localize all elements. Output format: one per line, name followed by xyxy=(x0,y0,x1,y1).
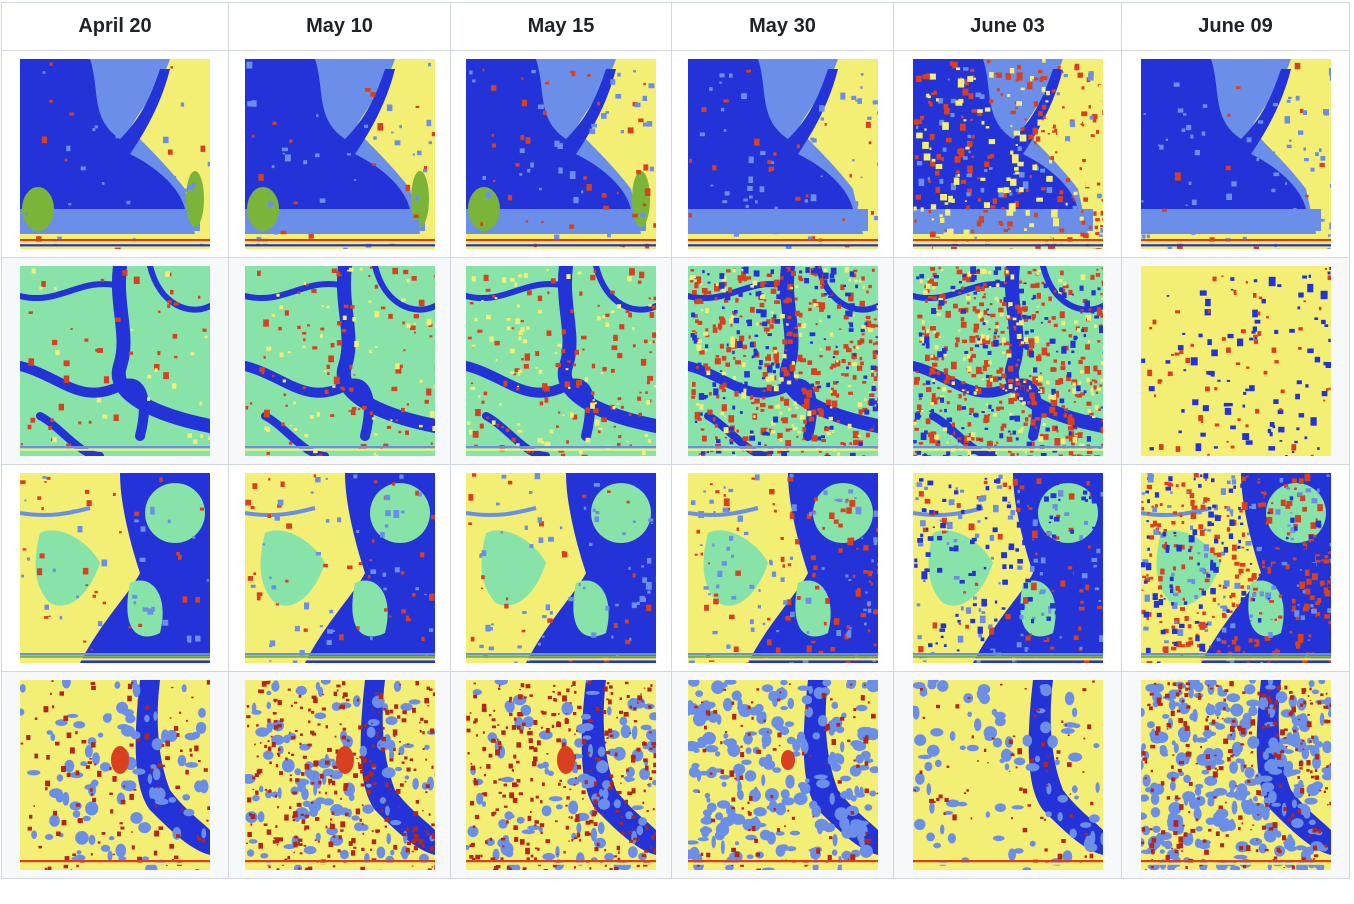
table-cell-estuary-bay-may-30 xyxy=(671,50,894,258)
classification-map-mangrove-channels-april-20 xyxy=(20,266,210,456)
classification-map-estuary-bay-june-09 xyxy=(1140,59,1331,249)
grid-body xyxy=(1,50,1350,879)
classification-map-island-river-june-09 xyxy=(1140,473,1331,663)
table-cell-mangrove-channels-june-09 xyxy=(1121,257,1350,465)
table-cell-estuary-bay-june-03 xyxy=(893,50,1122,258)
classification-map-river-floodplain-may-10 xyxy=(244,680,435,870)
classification-map-island-river-may-15 xyxy=(466,473,656,663)
classification-map-estuary-bay-june-03 xyxy=(912,59,1103,249)
table-cell-river-floodplain-june-09 xyxy=(1121,671,1350,879)
table-cell-island-river-april-20 xyxy=(1,464,229,672)
table-cell-river-floodplain-may-10 xyxy=(228,671,451,879)
classification-map-mangrove-channels-may-30 xyxy=(687,266,878,456)
table-cell-mangrove-channels-april-20 xyxy=(1,257,229,465)
classification-map-river-floodplain-june-09 xyxy=(1140,680,1331,870)
table-row xyxy=(1,257,1350,465)
table-cell-island-river-may-15 xyxy=(450,464,672,672)
table-cell-mangrove-channels-may-15 xyxy=(450,257,672,465)
table-row xyxy=(1,671,1350,879)
classification-map-island-river-april-20 xyxy=(20,473,210,663)
classification-map-river-floodplain-june-03 xyxy=(912,680,1103,870)
column-header-april-20: April 20 xyxy=(1,2,229,51)
classification-map-estuary-bay-may-10 xyxy=(244,59,435,249)
table-cell-mangrove-channels-may-10 xyxy=(228,257,451,465)
column-header-june-03: June 03 xyxy=(893,2,1122,51)
table-cell-estuary-bay-april-20 xyxy=(1,50,229,258)
table-cell-estuary-bay-may-15 xyxy=(450,50,672,258)
table-cell-mangrove-channels-june-03 xyxy=(893,257,1122,465)
classification-map-island-river-may-30 xyxy=(687,473,878,663)
table-cell-mangrove-channels-may-30 xyxy=(671,257,894,465)
column-header-may-10: May 10 xyxy=(228,2,451,51)
image-grid-table: April 20 May 10 May 15 May 30 June 03 Ju… xyxy=(1,2,1350,879)
classification-map-mangrove-channels-june-09 xyxy=(1140,266,1331,456)
table-cell-river-floodplain-may-30 xyxy=(671,671,894,879)
column-header-may-15: May 15 xyxy=(450,2,672,51)
classification-map-mangrove-channels-june-03 xyxy=(912,266,1103,456)
table-cell-island-river-june-03 xyxy=(893,464,1122,672)
classification-map-river-floodplain-may-30 xyxy=(687,680,878,870)
classification-map-estuary-bay-april-20 xyxy=(20,59,210,249)
column-header-may-30: May 30 xyxy=(671,2,894,51)
table-cell-island-river-may-30 xyxy=(671,464,894,672)
column-header-june-09: June 09 xyxy=(1121,2,1350,51)
classification-map-island-river-june-03 xyxy=(912,473,1103,663)
table-row xyxy=(1,464,1350,672)
classification-map-estuary-bay-may-15 xyxy=(466,59,656,249)
table-cell-island-river-june-09 xyxy=(1121,464,1350,672)
classification-map-mangrove-channels-may-10 xyxy=(244,266,435,456)
classification-map-island-river-may-10 xyxy=(244,473,435,663)
table-cell-river-floodplain-april-20 xyxy=(1,671,229,879)
classification-map-river-floodplain-april-20 xyxy=(20,680,210,870)
table-cell-island-river-may-10 xyxy=(228,464,451,672)
classification-map-mangrove-channels-may-15 xyxy=(466,266,656,456)
classification-map-estuary-bay-may-30 xyxy=(687,59,878,249)
table-cell-estuary-bay-may-10 xyxy=(228,50,451,258)
header-row: April 20 May 10 May 15 May 30 June 03 Ju… xyxy=(1,2,1350,51)
table-cell-river-floodplain-may-15 xyxy=(450,671,672,879)
classification-map-river-floodplain-may-15 xyxy=(466,680,656,870)
table-row xyxy=(1,50,1350,258)
table-cell-river-floodplain-june-03 xyxy=(893,671,1122,879)
table-cell-estuary-bay-june-09 xyxy=(1121,50,1350,258)
